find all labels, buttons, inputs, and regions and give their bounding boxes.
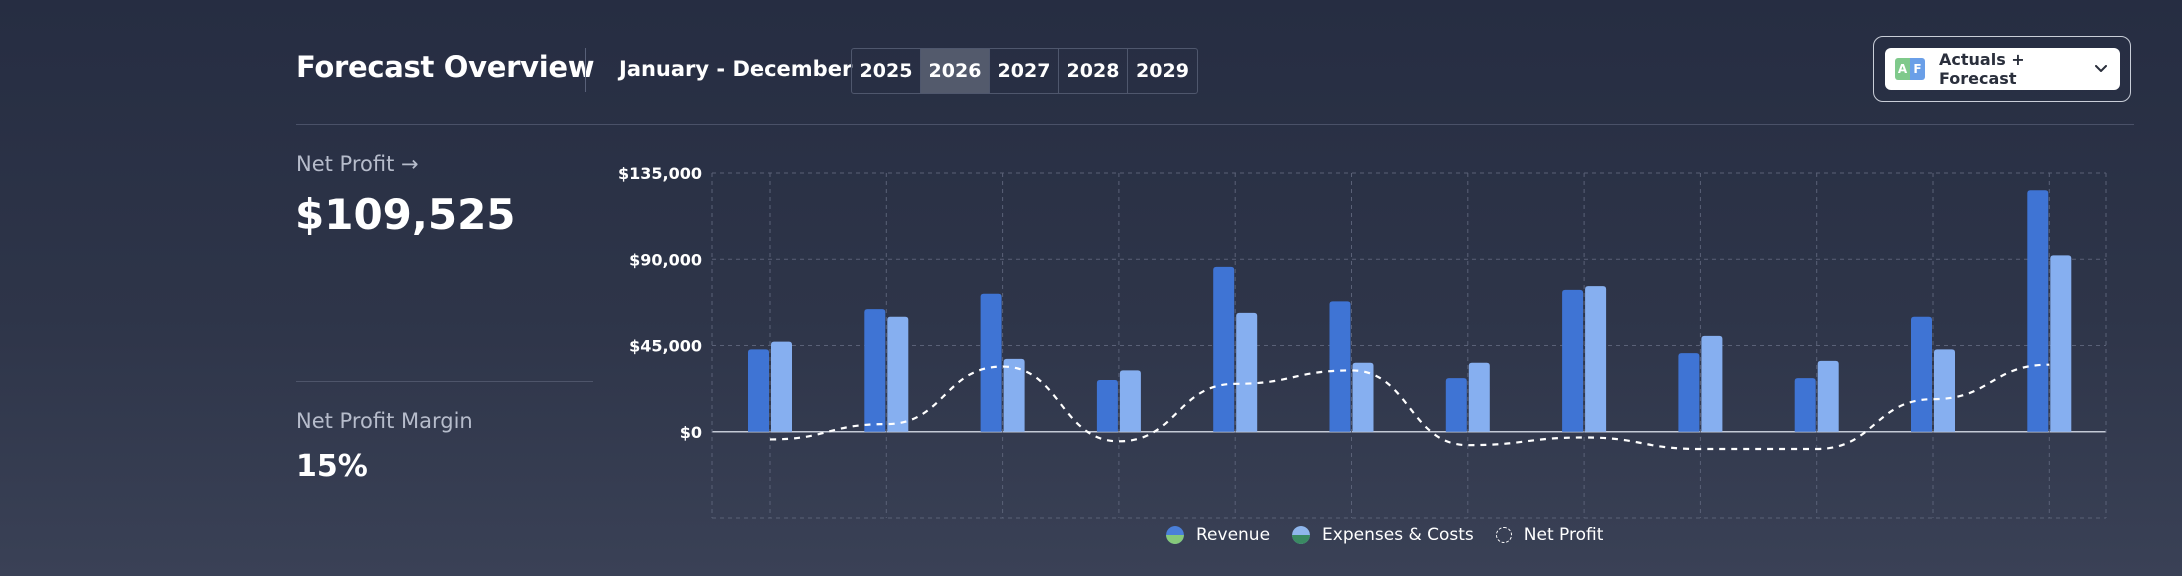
mode-dropdown[interactable]: A F Actuals + Forecast bbox=[1885, 48, 2120, 90]
mode-select-frame: A F Actuals + Forecast bbox=[1873, 36, 2131, 102]
revenue-bar bbox=[2027, 190, 2049, 432]
chevron-down-icon bbox=[2092, 60, 2110, 78]
actuals-icon-letter: A bbox=[1895, 58, 1910, 80]
year-button-2028[interactable]: 2028 bbox=[1059, 49, 1128, 93]
expenses-bar bbox=[1119, 370, 1141, 432]
expenses-bar bbox=[1585, 286, 1607, 432]
net-profit-margin-label: Net Profit Margin bbox=[296, 409, 473, 433]
forecast-chart: $0 $45,000 $90,000 $135,000 bbox=[618, 164, 2107, 519]
revenue-bar bbox=[1911, 316, 1932, 432]
year-button-2027[interactable]: 2027 bbox=[990, 49, 1059, 93]
year-button-2029[interactable]: 2029 bbox=[1136, 60, 1189, 82]
legend-item-expenses[interactable]: Expenses & Costs bbox=[1292, 525, 1474, 545]
expenses-bar bbox=[1468, 362, 1490, 432]
revenue-bar bbox=[1213, 266, 1235, 432]
expenses-bar bbox=[1701, 335, 1723, 432]
expenses-bar bbox=[1352, 362, 1374, 432]
header-separator bbox=[296, 124, 2134, 125]
net-profit-margin-value: 15% bbox=[296, 449, 368, 484]
net-profit-swatch-icon bbox=[1495, 527, 1512, 543]
expenses-swatch-icon bbox=[1292, 526, 1311, 544]
legend-label-expenses: Expenses & Costs bbox=[1322, 525, 1474, 545]
revenue-bar bbox=[1329, 301, 1351, 432]
net-profit-series bbox=[769, 363, 2050, 451]
year-button-2025[interactable]: 2025 bbox=[852, 49, 921, 93]
net-profit-line bbox=[769, 363, 2050, 451]
y-tick-label: $135,000 bbox=[618, 164, 702, 183]
forecast-icon-letter: F bbox=[1910, 58, 1925, 80]
expenses-bar bbox=[1817, 360, 1839, 432]
kpi-divider bbox=[296, 381, 593, 382]
expenses-bar bbox=[1003, 358, 1025, 432]
period-label: January - December bbox=[619, 57, 853, 81]
legend-item-revenue[interactable]: Revenue bbox=[1166, 525, 1270, 545]
net-profit-value: $109,525 bbox=[295, 190, 516, 239]
revenue-bar bbox=[748, 349, 769, 432]
revenue-bar bbox=[1445, 378, 1467, 432]
actuals-forecast-icon: A F bbox=[1895, 58, 1925, 80]
expenses-bar bbox=[887, 316, 909, 432]
expenses-bar bbox=[771, 341, 792, 432]
revenue-bar bbox=[1794, 378, 1816, 432]
y-axis-ticks: $0 $45,000 $90,000 $135,000 bbox=[618, 164, 702, 442]
revenue-bar bbox=[864, 309, 886, 432]
page-title: Forecast Overview bbox=[296, 50, 595, 84]
y-tick-label: $90,000 bbox=[629, 250, 702, 269]
net-profit-link[interactable]: Net Profit → bbox=[296, 152, 419, 176]
legend-item-net-profit[interactable]: Net Profit bbox=[1495, 525, 1604, 545]
expenses-bar bbox=[1934, 349, 1955, 432]
revenue-bar bbox=[1562, 289, 1584, 432]
chart-bars bbox=[748, 190, 2072, 432]
expenses-bar bbox=[2050, 255, 2072, 432]
legend-label-net-profit: Net Profit bbox=[1523, 525, 1604, 545]
y-tick-label: $45,000 bbox=[629, 337, 702, 356]
legend-label-revenue: Revenue bbox=[1196, 525, 1271, 545]
chart-grid bbox=[711, 172, 2107, 519]
revenue-swatch-icon bbox=[1166, 526, 1184, 544]
y-tick-label: $0 bbox=[680, 423, 702, 442]
header-divider bbox=[585, 48, 586, 92]
year-button-2026[interactable]: 2026 bbox=[921, 49, 990, 93]
year-selector: 2025 2026 2027 2028 2029 bbox=[851, 48, 1198, 94]
expenses-bar bbox=[1236, 312, 1258, 432]
revenue-bar bbox=[1678, 353, 1700, 432]
chart-legend: Revenue Expenses & Costs Net Profit bbox=[1166, 525, 1625, 545]
revenue-bar bbox=[980, 293, 1002, 432]
revenue-bar bbox=[1096, 380, 1118, 432]
mode-label: Actuals + Forecast bbox=[1939, 50, 2025, 88]
